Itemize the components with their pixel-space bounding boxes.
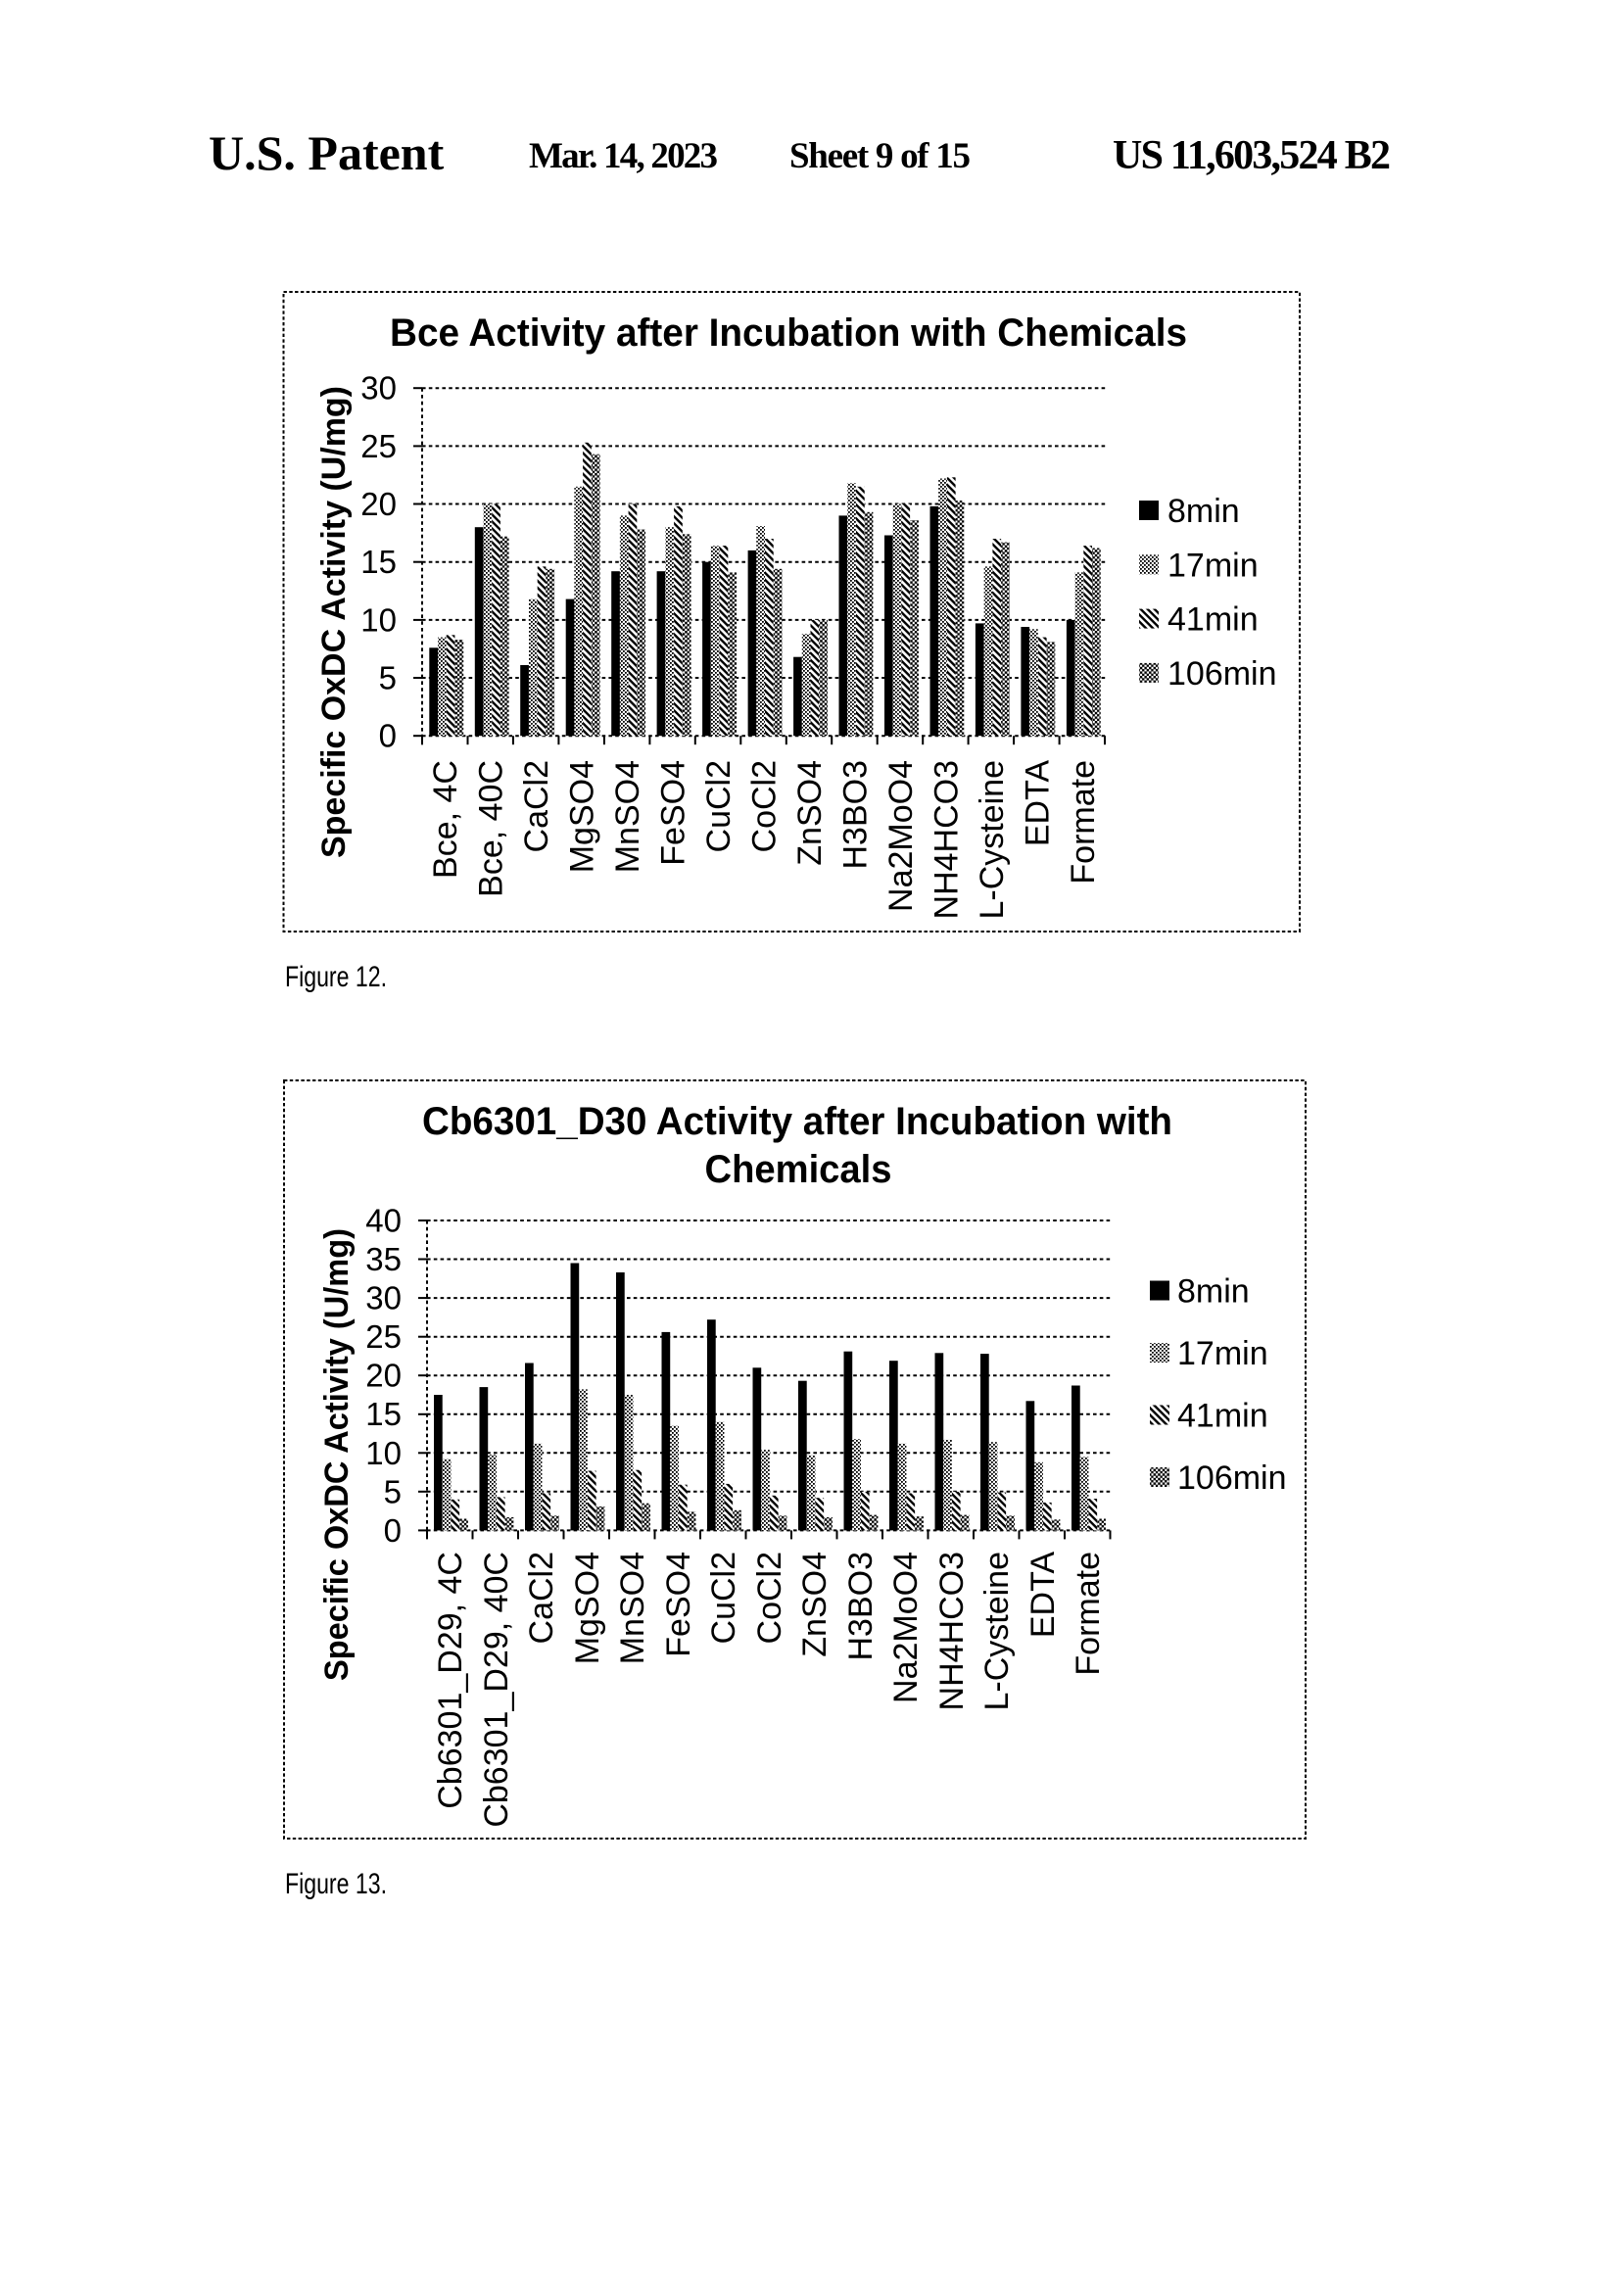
svg-text:Specific OxDC Activity (U/mg): Specific OxDC Activity (U/mg) xyxy=(318,1228,356,1681)
svg-text:NH4HCO3: NH4HCO3 xyxy=(928,760,965,919)
svg-text:20: 20 xyxy=(365,1358,402,1394)
svg-text:5: 5 xyxy=(379,660,397,696)
svg-text:H3BO3: H3BO3 xyxy=(837,760,875,870)
svg-text:41min: 41min xyxy=(1177,1398,1268,1435)
svg-text:Chemicals: Chemicals xyxy=(705,1148,892,1191)
svg-text:Figure 12.: Figure 12. xyxy=(285,961,387,993)
svg-text:Specific OxDC Activity (U/mg): Specific OxDC Activity (U/mg) xyxy=(315,386,353,858)
svg-text:CuCl2: CuCl2 xyxy=(700,760,738,852)
svg-text:EDTA: EDTA xyxy=(1019,760,1056,846)
svg-text:8min: 8min xyxy=(1177,1273,1250,1311)
svg-text:FeSO4: FeSO4 xyxy=(655,760,692,866)
svg-text:MgSO4: MgSO4 xyxy=(564,760,601,873)
svg-text:H3BO3: H3BO3 xyxy=(842,1552,880,1661)
svg-text:10: 10 xyxy=(360,601,397,638)
svg-text:CoCl2: CoCl2 xyxy=(746,760,784,852)
svg-text:35: 35 xyxy=(365,1241,402,1277)
svg-text:Sheet 9 of 15: Sheet 9 of 15 xyxy=(789,136,971,176)
svg-text:Formate: Formate xyxy=(1070,1552,1107,1676)
svg-text:0: 0 xyxy=(379,718,397,754)
svg-text:8min: 8min xyxy=(1167,493,1240,530)
svg-text:CoCl2: CoCl2 xyxy=(751,1552,788,1644)
svg-text:Cb6301_D29, 40C: Cb6301_D29, 40C xyxy=(478,1552,515,1828)
svg-text:US 11,603,524 B2: US 11,603,524 B2 xyxy=(1113,133,1391,178)
svg-text:CaCl2: CaCl2 xyxy=(523,1552,560,1644)
svg-text:MgSO4: MgSO4 xyxy=(569,1552,606,1664)
svg-text:Formate: Formate xyxy=(1065,760,1102,885)
svg-text:40: 40 xyxy=(365,1203,402,1239)
svg-text:MnSO4: MnSO4 xyxy=(609,760,646,873)
svg-text:Bce, 40C: Bce, 40C xyxy=(473,760,510,897)
svg-text:Bce, 4C: Bce, 4C xyxy=(427,760,464,879)
svg-text:MnSO4: MnSO4 xyxy=(614,1552,651,1664)
svg-text:15: 15 xyxy=(360,544,397,580)
svg-text:17min: 17min xyxy=(1167,547,1259,584)
svg-text:41min: 41min xyxy=(1167,601,1259,639)
svg-text:U.S. Patent: U.S. Patent xyxy=(209,125,445,180)
svg-text:Figure 13.: Figure 13. xyxy=(285,1868,387,1900)
svg-text:Mar. 14, 2023: Mar. 14, 2023 xyxy=(529,136,718,176)
svg-text:Cb6301_D29, 4C: Cb6301_D29, 4C xyxy=(432,1552,469,1809)
svg-text:Bce Activity after Incubation: Bce Activity after Incubation with Chemi… xyxy=(390,311,1187,355)
svg-text:CuCl2: CuCl2 xyxy=(705,1552,742,1644)
svg-text:Cb6301_D30 Activity after Incu: Cb6301_D30 Activity after Incubation wit… xyxy=(422,1100,1172,1143)
svg-text:ZnSO4: ZnSO4 xyxy=(796,1552,833,1657)
svg-text:25: 25 xyxy=(365,1318,402,1355)
svg-text:30: 30 xyxy=(365,1280,402,1316)
svg-text:0: 0 xyxy=(384,1512,402,1549)
svg-text:5: 5 xyxy=(384,1473,402,1509)
svg-text:Na2MoO4: Na2MoO4 xyxy=(882,760,920,912)
svg-text:25: 25 xyxy=(360,428,397,464)
svg-text:20: 20 xyxy=(360,486,397,522)
svg-text:17min: 17min xyxy=(1177,1335,1268,1372)
svg-text:106min: 106min xyxy=(1177,1459,1287,1497)
svg-text:ZnSO4: ZnSO4 xyxy=(791,760,829,866)
svg-text:EDTA: EDTA xyxy=(1024,1552,1062,1638)
svg-text:106min: 106min xyxy=(1167,655,1277,693)
svg-text:Na2MoO4: Na2MoO4 xyxy=(887,1552,925,1703)
svg-text:L-Cysteine: L-Cysteine xyxy=(978,1552,1016,1711)
svg-text:FeSO4: FeSO4 xyxy=(660,1552,697,1657)
svg-text:10: 10 xyxy=(365,1435,402,1471)
svg-text:L-Cysteine: L-Cysteine xyxy=(974,760,1011,920)
svg-text:30: 30 xyxy=(360,370,397,407)
svg-text:NH4HCO3: NH4HCO3 xyxy=(933,1552,971,1710)
svg-text:CaCl2: CaCl2 xyxy=(518,760,555,852)
svg-text:15: 15 xyxy=(365,1396,402,1432)
